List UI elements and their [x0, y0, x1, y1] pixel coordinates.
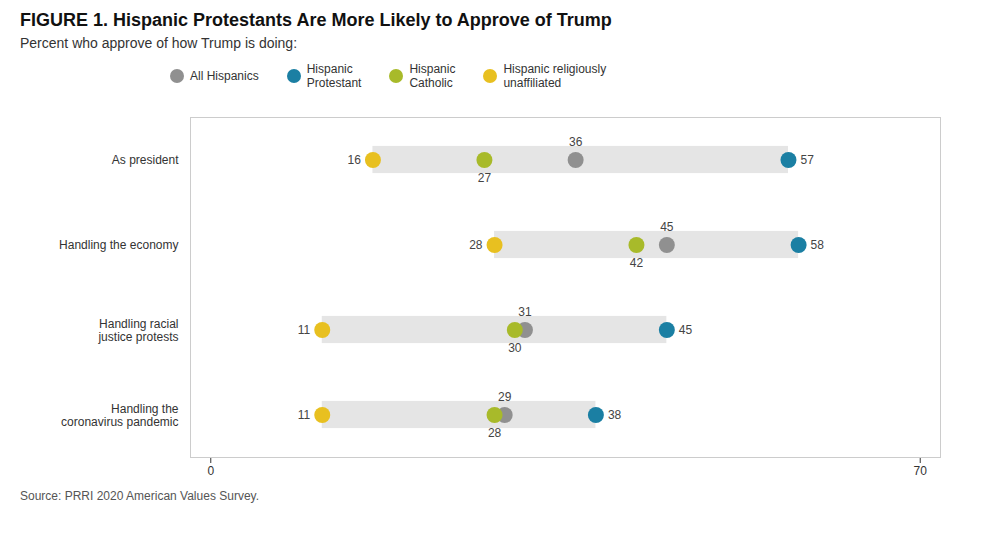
svg-text:28: 28 — [488, 426, 502, 440]
svg-text:28: 28 — [469, 238, 483, 252]
html-text:Hispanic Catholic: Hispanic Catholic — [409, 61, 456, 90]
html-text:FIGURE 1. Hispanic Protestants: FIGURE 1. Hispanic Protestants Are More … — [20, 10, 612, 30]
svg-text:Handling the economy: Handling the economy — [59, 238, 178, 252]
html-text:Source: PRRI 2020 American Val: Source: PRRI 2020 American Values Survey… — [20, 489, 259, 503]
svg-text:Handling racialjustice protest: Handling racialjustice protests — [97, 317, 178, 345]
svg-text:11: 11 — [298, 408, 311, 422]
html-text:Percent who approve of how Tru: Percent who approve of how Trump is doin… — [20, 35, 297, 51]
svg-text:As president: As president — [112, 153, 179, 167]
svg-text:Handling thecoronavirus pandem: Handling thecoronavirus pandemic — [61, 402, 179, 430]
svg-text:27: 27 — [478, 171, 492, 185]
svg-text:29: 29 — [498, 390, 512, 404]
svg-text:36: 36 — [569, 135, 583, 149]
svg-text:45: 45 — [660, 220, 674, 234]
svg-text:30: 30 — [508, 341, 522, 355]
html-text:Hispanic Protestant: Hispanic Protestant — [306, 61, 362, 90]
svg-text:11: 11 — [298, 323, 311, 337]
svg-text:0: 0 — [207, 464, 214, 478]
svg-text:38: 38 — [608, 408, 622, 422]
html-text:All Hispanics: All Hispanics — [190, 68, 259, 83]
svg-text:42: 42 — [630, 256, 644, 270]
html-text:Hispanic religiously unaffilia: Hispanic religiously unaffiliated — [503, 61, 607, 90]
svg-text:70: 70 — [914, 464, 928, 478]
svg-text:45: 45 — [679, 323, 693, 337]
svg-text:31: 31 — [518, 305, 532, 319]
svg-text:16: 16 — [348, 153, 362, 167]
svg-text:58: 58 — [811, 238, 825, 252]
svg-text:57: 57 — [800, 153, 814, 167]
